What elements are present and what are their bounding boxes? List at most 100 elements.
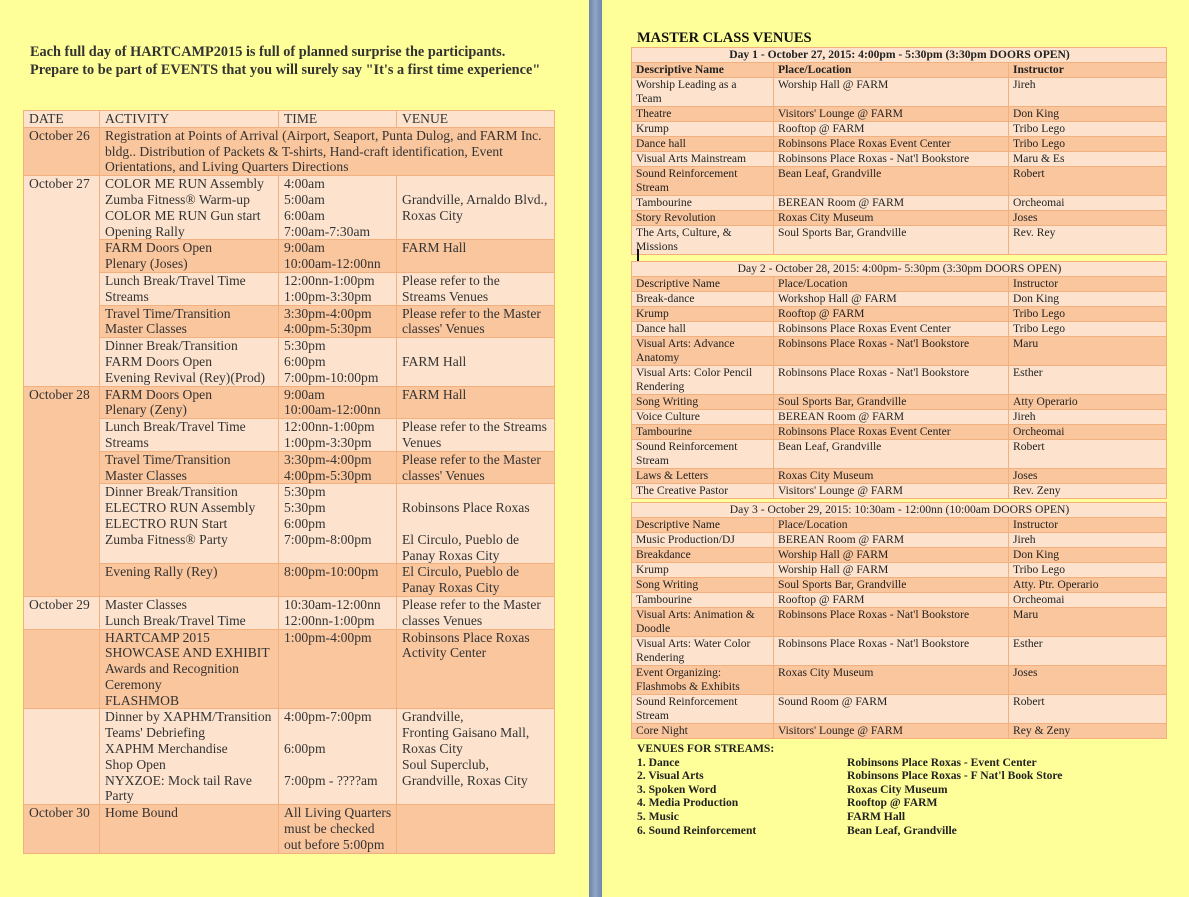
stream-item: 3. Spoken Word Roxas City Museum — [637, 783, 1062, 797]
activity-cell: Lunch Break/Travel Time Streams — [99, 271, 279, 306]
class-instructor: Robert — [1007, 694, 1168, 724]
day-3-table: Day 3 - October 29, 2015: 10:30am - 12:0… — [630, 502, 1168, 739]
class-row: Song Writing Soul Sports Bar, Grandville A… — [631, 394, 1167, 410]
class-row: Visual Arts: Advance Anatomy Robinsons Pl… — [631, 336, 1167, 366]
class-location: Bean Leaf, Grandville — [773, 439, 1009, 469]
class-row: Music Production/DJ BEREAN Room @ FARM Jir… — [631, 532, 1168, 548]
class-name: Dance hall — [631, 321, 774, 337]
class-instructor: Atty. Ptr. Operario — [1007, 577, 1168, 593]
class-row: Visual Arts: Animation & Doodle Robinsons… — [631, 607, 1168, 637]
stream-venue: Robinsons Place Roxas - Event Center — [847, 755, 1037, 769]
class-name: Sound Reinforcement Stream — [631, 439, 774, 469]
column-header: Descriptive Name — [631, 517, 774, 533]
venue-cell: El Circulo, Pueblo de Panay Roxas City — [396, 563, 555, 597]
class-name: Music Production/DJ — [631, 532, 774, 548]
class-location: Workshop Hall @ FARM — [773, 291, 1009, 307]
class-name: Worship Leading as a Team — [631, 77, 774, 107]
activity-cell: Lunch Break/Travel Time Streams — [99, 418, 279, 452]
class-instructor: Jireh — [1007, 532, 1168, 548]
class-instructor: Don King — [1008, 291, 1167, 307]
class-instructor: Rev. Rey — [1007, 225, 1168, 255]
time-cell: 4:00am 5:00am 6:00am 7:00am-7:30am — [278, 175, 397, 241]
class-location: Robinsons Place Roxas - Nat'l Bookstore — [773, 607, 1009, 637]
time-cell: 12:00nn-1:00pm 1:00pm-3:30pm — [278, 271, 397, 306]
stream-name: 3. Spoken Word — [637, 782, 717, 796]
class-row: Krump Rooftop @ FARM Tribo Lego — [631, 306, 1167, 322]
schedule-row: Lunch Break/Travel Time Streams 12:00nn-1… — [23, 418, 555, 452]
class-name: Break-dance — [631, 291, 774, 307]
class-location: Soul Sports Bar, Grandville — [773, 394, 1009, 410]
class-instructor: Jireh — [1008, 409, 1167, 425]
class-row: Break-dance Workshop Hall @ FARM Don King — [631, 291, 1167, 307]
activity-cell: COLOR ME RUN Assembly Zumba Fitness® War… — [99, 175, 279, 241]
class-location: BEREAN Room @ FARM — [773, 532, 1009, 548]
class-location: Worship Hall @ FARM — [773, 562, 1009, 578]
column-header: DATE — [23, 110, 100, 128]
class-name: Krump — [631, 306, 774, 322]
venue-cell: Please refer to the Master classes' Venu… — [396, 450, 555, 485]
class-row: Tambourine Robinsons Place Roxas Event Ce… — [631, 424, 1167, 440]
schedule-row: October 30 Home Bound All Living Quarters … — [23, 804, 555, 854]
stream-item: 1. Dance Robinsons Place Roxas - Event Ce… — [637, 756, 1062, 770]
class-instructor: Joses — [1008, 468, 1167, 484]
streams-title: VENUES FOR STREAMS: — [637, 742, 775, 755]
class-row: The Creative Pastor Visitors' Lounge @ FA… — [631, 483, 1167, 499]
class-row: Laws & Letters Roxas City Museum Joses — [631, 468, 1167, 484]
day-title-row: Day 2 - October 28, 2015: 4:00pm- 5:30pm… — [631, 261, 1167, 277]
date-cell: October 28 — [23, 385, 100, 597]
time-cell: 10:30am-12:00nn 12:00nn-1:00pm — [278, 595, 397, 630]
schedule-row: Evening Rally (Rey) 8:00pm-10:00pm El Circ… — [23, 563, 555, 597]
text-cursor — [637, 249, 639, 261]
day-header-row: Descriptive Name Place/Location Instructor — [631, 62, 1168, 78]
column-header: ACTIVITY — [99, 110, 279, 128]
column-header: VENUE — [396, 110, 555, 128]
class-name: Song Writing — [631, 394, 774, 410]
class-row: Krump Worship Hall @ FARM Tribo Lego — [631, 562, 1168, 578]
class-location: Robinsons Place Roxas Event Center — [773, 424, 1009, 440]
schedule-row: October 26 Registration at Points of Arri… — [23, 126, 555, 177]
column-header: Descriptive Name — [631, 62, 774, 78]
time-cell: 1:00pm-4:00pm — [278, 628, 397, 710]
activity-cell: Dinner by XAPHM/Transition Teams' Debrie… — [99, 708, 279, 806]
stream-item: 5. Music FARM Hall — [637, 810, 1062, 824]
day-title: Day 2 - October 28, 2015: 4:00pm- 5:30pm… — [631, 261, 1167, 277]
time-cell: 3:30pm-4:00pm 4:00pm-5:30pm — [278, 304, 397, 339]
venue-cell: FARM Hall — [396, 239, 555, 273]
class-row: Breakdance Worship Hall @ FARM Don King — [631, 547, 1168, 563]
class-name: Theatre — [631, 106, 774, 122]
day-header-row: Descriptive Name Place/Location Instructor — [631, 517, 1168, 533]
class-name: Visual Arts: Water Color Rendering — [631, 636, 774, 666]
class-name: Laws & Letters — [631, 468, 774, 484]
class-instructor: Maru — [1007, 607, 1168, 637]
class-instructor: Rey & Zeny — [1007, 723, 1168, 739]
class-instructor: Tribo Lego — [1007, 136, 1168, 152]
stream-venue: Roxas City Museum — [847, 782, 948, 796]
class-row: Visual Arts: Water Color Rendering Robins… — [631, 636, 1168, 666]
day-title-row: Day 3 - October 29, 2015: 10:30am - 12:0… — [630, 502, 1168, 518]
left-page: Each full day of HARTCAMP2015 is full of… — [0, 0, 589, 897]
class-row: Story Revolution Roxas City Museum Joses — [631, 210, 1168, 226]
class-location: Robinsons Place Roxas - Nat'l Bookstore — [773, 151, 1009, 167]
class-row: Sound Reinforcement Stream Bean Leaf, Gra… — [631, 166, 1168, 196]
class-instructor: Joses — [1007, 210, 1168, 226]
stream-item: 2. Visual Arts Robinsons Place Roxas - F … — [637, 769, 1062, 783]
column-header: Instructor — [1008, 276, 1167, 292]
schedule-row: HARTCAMP 2015 SHOWCASE AND EXHIBIT Award… — [23, 628, 555, 710]
activity-cell: FARM Doors Open Plenary (Zeny) — [99, 385, 279, 420]
class-instructor: Tribo Lego — [1008, 321, 1167, 337]
class-row: Voice Culture BEREAN Room @ FARM Jireh — [631, 409, 1167, 425]
time-cell: All Living Quarters must be checked out … — [278, 804, 397, 854]
class-name: Song Writing — [631, 577, 774, 593]
class-instructor: Don King — [1007, 547, 1168, 563]
class-name: Visual Arts: Color Pencil Rendering — [631, 365, 774, 395]
class-instructor: Maru & Es — [1007, 151, 1168, 167]
class-name: Event Organizing: Flashmobs & Exhibits — [631, 665, 774, 695]
class-location: Visitors' Lounge @ FARM — [773, 483, 1009, 499]
class-location: Robinsons Place Roxas - Nat'l Bookstore — [773, 636, 1009, 666]
activity-cell: Dinner Break/Transition FARM Doors Open … — [99, 337, 279, 387]
class-row: Theatre Visitors' Lounge @ FARM Don King — [631, 106, 1168, 122]
class-instructor: Maru — [1008, 336, 1167, 366]
activity-cell: Home Bound — [99, 804, 279, 854]
class-location: Roxas City Museum — [773, 468, 1009, 484]
class-location: Robinsons Place Roxas Event Center — [773, 136, 1009, 152]
